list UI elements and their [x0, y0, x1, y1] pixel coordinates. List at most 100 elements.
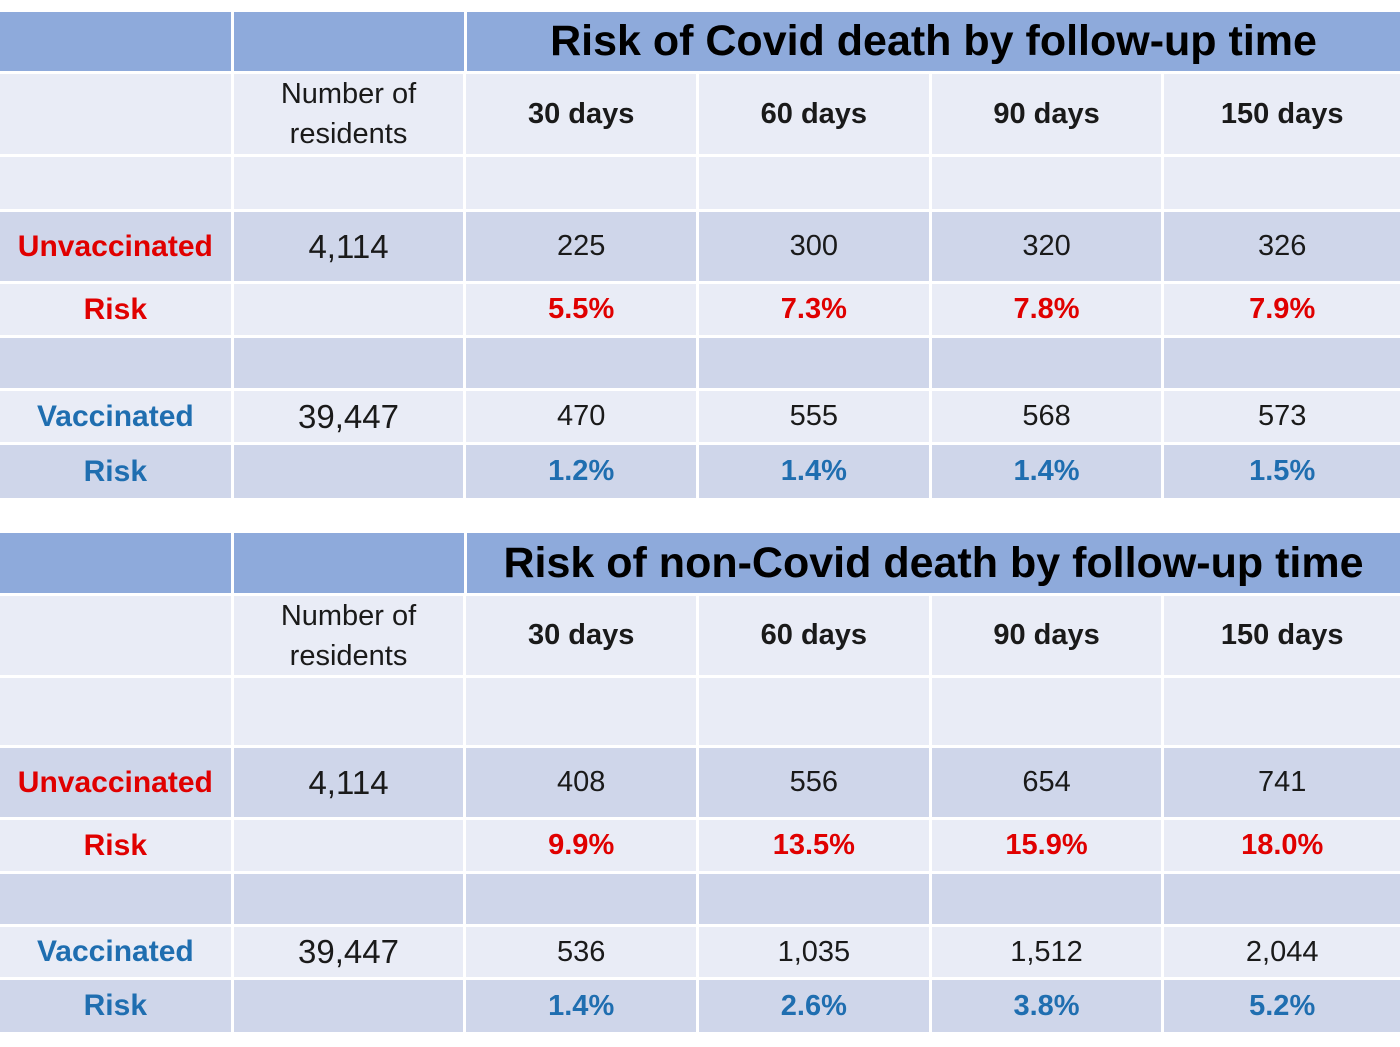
unvaccinated-risk-row: Risk 5.5% 7.3% 7.8% 7.9%	[0, 284, 1400, 338]
spacer-cell	[1164, 338, 1400, 391]
vaccinated-label: Vaccinated	[0, 927, 234, 980]
header-blank-cell	[234, 533, 467, 596]
vaccinated-risk-30: 1.2%	[466, 445, 700, 498]
unvaccinated-risk-90: 7.8%	[931, 284, 1165, 338]
spacer-cell	[0, 157, 234, 212]
unvaccinated-deaths-30: 408	[466, 748, 700, 820]
spacer-cell	[233, 874, 467, 927]
vaccinated-risk-label: Risk	[0, 445, 234, 498]
column-header-30-days: 30 days	[466, 74, 700, 157]
spacer-cell	[233, 338, 467, 391]
column-header-90-days: 90 days	[931, 74, 1165, 157]
vaccinated-risk-label: Risk	[0, 980, 234, 1032]
residents-header: Number of residents	[233, 74, 467, 157]
unvaccinated-risk-row: Risk 9.9% 13.5% 15.9% 18.0%	[0, 820, 1400, 874]
spacer-cell	[931, 338, 1165, 391]
spacer-cell	[466, 157, 700, 212]
unvaccinated-deaths-90: 320	[931, 212, 1165, 284]
unvaccinated-label: Unvaccinated	[0, 212, 234, 284]
vaccinated-deaths-150: 573	[1164, 391, 1400, 445]
vaccinated-risk-90: 1.4%	[931, 445, 1165, 498]
spacer-cell	[699, 678, 932, 748]
vaccinated-risk-60: 2.6%	[699, 980, 932, 1032]
vaccinated-risk-60: 1.4%	[699, 445, 932, 498]
vaccinated-deaths-30: 470	[466, 391, 700, 445]
spacer-cell	[466, 874, 700, 927]
spacer-cell	[1164, 157, 1400, 212]
vaccinated-label: Vaccinated	[0, 391, 234, 445]
unvaccinated-risk-150: 18.0%	[1164, 820, 1400, 874]
covid-death-table: Risk of Covid death by follow-up time Nu…	[0, 12, 1400, 498]
non-covid-death-table: Risk of non-Covid death by follow-up tim…	[0, 533, 1400, 1032]
unvaccinated-deaths-150: 741	[1164, 748, 1400, 820]
row-label-blank	[0, 596, 234, 678]
spacer-row	[0, 874, 1400, 927]
column-header-150-days: 150 days	[1164, 74, 1400, 157]
unvaccinated-risk-label: Risk	[0, 284, 234, 338]
unvaccinated-risk-label: Risk	[0, 820, 234, 874]
vaccinated-deaths-90: 1,512	[931, 927, 1165, 980]
vaccinated-deaths-60: 1,035	[699, 927, 932, 980]
spacer-cell	[931, 157, 1165, 212]
vaccinated-deaths-150: 2,044	[1164, 927, 1400, 980]
vaccinated-deaths-90: 568	[931, 391, 1165, 445]
spacer-cell	[233, 157, 467, 212]
vaccinated-risk-row: Risk 1.2% 1.4% 1.4% 1.5%	[0, 445, 1400, 498]
spacer-cell	[0, 678, 234, 748]
column-header-60-days: 60 days	[699, 74, 932, 157]
blank-cell	[233, 820, 467, 874]
unvaccinated-risk-90: 15.9%	[931, 820, 1165, 874]
spacer-cell	[466, 338, 700, 391]
table-title: Risk of Covid death by follow-up time	[467, 12, 1400, 74]
unvaccinated-deaths-60: 556	[699, 748, 932, 820]
unvaccinated-risk-150: 7.9%	[1164, 284, 1400, 338]
vaccinated-deaths-60: 555	[699, 391, 932, 445]
unvaccinated-risk-60: 7.3%	[699, 284, 932, 338]
spacer-cell	[233, 678, 467, 748]
blank-cell	[233, 980, 467, 1032]
spacer-cell	[0, 338, 234, 391]
column-header-150-days: 150 days	[1164, 596, 1400, 678]
row-label-blank	[0, 74, 234, 157]
spacer-row	[0, 338, 1400, 391]
column-header-row: Number of residents 30 days 60 days 90 d…	[0, 74, 1400, 157]
header-blank-cell	[0, 533, 234, 596]
spacer-cell	[931, 874, 1165, 927]
spacer-cell	[699, 338, 932, 391]
unvaccinated-risk-60: 13.5%	[699, 820, 932, 874]
unvaccinated-deaths-150: 326	[1164, 212, 1400, 284]
spacer-row	[0, 678, 1400, 748]
vaccinated-deaths-30: 536	[466, 927, 700, 980]
column-header-row: Number of residents 30 days 60 days 90 d…	[0, 596, 1400, 678]
vaccinated-residents: 39,447	[233, 391, 467, 445]
spacer-cell	[0, 874, 234, 927]
spacer-cell	[1164, 678, 1400, 748]
header-blank-cell	[0, 12, 234, 74]
title-row: Risk of non-Covid death by follow-up tim…	[0, 533, 1400, 596]
spacer-row	[0, 157, 1400, 212]
vaccinated-risk-row: Risk 1.4% 2.6% 3.8% 5.2%	[0, 980, 1400, 1032]
column-header-30-days: 30 days	[466, 596, 700, 678]
spacer-cell	[699, 157, 932, 212]
vaccinated-risk-30: 1.4%	[466, 980, 700, 1032]
unvaccinated-deaths-90: 654	[931, 748, 1165, 820]
unvaccinated-risk-30: 5.5%	[466, 284, 700, 338]
spacer-cell	[699, 874, 932, 927]
title-row: Risk of Covid death by follow-up time	[0, 12, 1400, 74]
unvaccinated-label: Unvaccinated	[0, 748, 234, 820]
unvaccinated-deaths-60: 300	[699, 212, 932, 284]
unvaccinated-residents: 4,114	[233, 212, 467, 284]
vaccinated-deaths-row: Vaccinated 39,447 470 555 568 573	[0, 391, 1400, 445]
header-blank-cell	[234, 12, 467, 74]
spacer-cell	[466, 678, 700, 748]
column-header-90-days: 90 days	[931, 596, 1165, 678]
blank-cell	[233, 284, 467, 338]
unvaccinated-deaths-row: Unvaccinated 4,114 225 300 320 326	[0, 212, 1400, 284]
residents-header: Number of residents	[233, 596, 467, 678]
vaccinated-risk-150: 5.2%	[1164, 980, 1400, 1032]
spacer-cell	[931, 678, 1165, 748]
unvaccinated-deaths-row: Unvaccinated 4,114 408 556 654 741	[0, 748, 1400, 820]
unvaccinated-residents: 4,114	[233, 748, 467, 820]
unvaccinated-risk-30: 9.9%	[466, 820, 700, 874]
table-title: Risk of non-Covid death by follow-up tim…	[467, 533, 1400, 596]
